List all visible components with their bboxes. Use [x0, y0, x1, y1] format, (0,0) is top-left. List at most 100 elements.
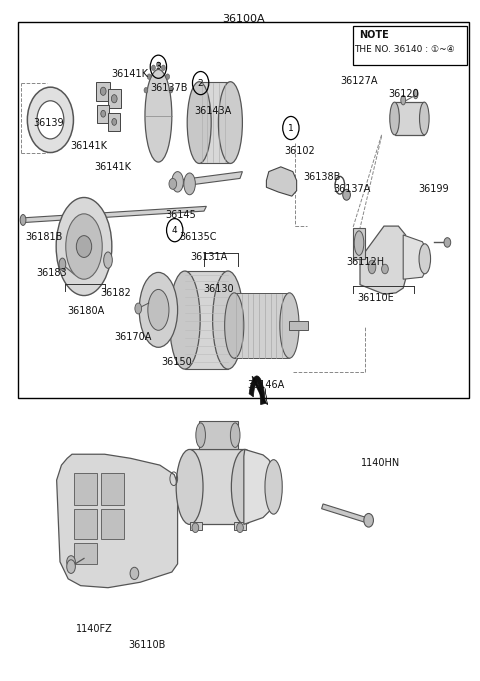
Text: 36137B: 36137B: [150, 83, 188, 93]
Text: 36170A: 36170A: [115, 332, 152, 343]
Bar: [234, 293, 289, 358]
Ellipse shape: [20, 215, 26, 225]
Ellipse shape: [66, 214, 102, 279]
Ellipse shape: [187, 82, 211, 163]
Ellipse shape: [343, 189, 350, 200]
Bar: [395, 102, 424, 135]
Bar: [190, 522, 202, 530]
Bar: [199, 82, 230, 163]
Ellipse shape: [112, 118, 117, 125]
Text: 4: 4: [172, 225, 178, 235]
Polygon shape: [403, 235, 425, 279]
Ellipse shape: [419, 244, 431, 274]
Ellipse shape: [280, 293, 299, 358]
Text: 36127A: 36127A: [340, 76, 378, 86]
Ellipse shape: [27, 87, 73, 153]
Text: 36131A: 36131A: [190, 252, 228, 262]
Polygon shape: [353, 228, 365, 259]
Polygon shape: [322, 504, 369, 523]
Ellipse shape: [192, 523, 199, 533]
Text: 36183: 36183: [36, 268, 67, 278]
Text: NOTE: NOTE: [359, 30, 389, 40]
Text: 36138B: 36138B: [303, 172, 340, 182]
Text: 36139: 36139: [34, 118, 64, 128]
Ellipse shape: [444, 238, 451, 247]
Ellipse shape: [172, 172, 183, 192]
Text: 36180A: 36180A: [68, 306, 105, 316]
Ellipse shape: [152, 65, 156, 71]
Bar: [101, 473, 124, 505]
Ellipse shape: [413, 89, 418, 99]
Ellipse shape: [354, 231, 364, 255]
Text: THE NO. 36140 : ①~④: THE NO. 36140 : ①~④: [354, 45, 455, 54]
Ellipse shape: [104, 252, 112, 268]
Text: 2: 2: [198, 78, 204, 88]
Polygon shape: [266, 167, 297, 196]
Ellipse shape: [139, 272, 178, 347]
Ellipse shape: [196, 423, 205, 447]
Bar: [74, 509, 97, 539]
Ellipse shape: [364, 513, 373, 527]
Bar: [97, 105, 109, 123]
Text: 36141K: 36141K: [94, 162, 132, 172]
Ellipse shape: [145, 69, 172, 162]
Polygon shape: [249, 376, 265, 405]
Ellipse shape: [111, 95, 117, 103]
Ellipse shape: [156, 62, 160, 67]
Ellipse shape: [56, 197, 112, 296]
Polygon shape: [57, 454, 178, 588]
Ellipse shape: [67, 556, 75, 568]
Bar: [185, 271, 228, 369]
Text: 36141K: 36141K: [70, 141, 108, 151]
Ellipse shape: [169, 88, 173, 93]
Ellipse shape: [368, 260, 376, 274]
Text: 36135C: 36135C: [179, 232, 216, 242]
Polygon shape: [173, 172, 242, 187]
Text: 36146A: 36146A: [247, 380, 285, 390]
Text: 36100A: 36100A: [222, 14, 264, 24]
Text: 1140HN: 1140HN: [360, 458, 400, 469]
Text: 36199: 36199: [418, 184, 449, 194]
Bar: [234, 522, 246, 530]
Text: 36102: 36102: [285, 146, 315, 157]
Bar: [96, 82, 110, 101]
Polygon shape: [244, 449, 274, 524]
Ellipse shape: [130, 567, 139, 580]
Bar: [74, 543, 97, 564]
Bar: [108, 113, 120, 131]
Ellipse shape: [169, 178, 177, 189]
Ellipse shape: [101, 110, 106, 117]
Ellipse shape: [67, 560, 75, 573]
Ellipse shape: [237, 523, 243, 533]
Ellipse shape: [100, 87, 106, 95]
Ellipse shape: [390, 102, 399, 135]
Text: 3: 3: [156, 62, 161, 72]
Ellipse shape: [231, 449, 258, 524]
Bar: [190, 449, 245, 524]
Bar: [101, 509, 124, 539]
Ellipse shape: [166, 74, 169, 80]
Text: 36150: 36150: [161, 357, 192, 367]
Text: 36181B: 36181B: [25, 232, 63, 242]
Bar: [289, 321, 308, 330]
Ellipse shape: [76, 236, 92, 257]
Text: 36137A: 36137A: [333, 184, 371, 194]
Ellipse shape: [382, 264, 388, 274]
Polygon shape: [360, 226, 406, 294]
Ellipse shape: [213, 271, 243, 369]
Bar: [199, 421, 238, 449]
Text: 36182: 36182: [100, 288, 131, 298]
Bar: [108, 89, 121, 108]
Text: 36141K: 36141K: [111, 69, 148, 80]
Ellipse shape: [184, 173, 195, 195]
Polygon shape: [22, 206, 206, 223]
Ellipse shape: [218, 82, 242, 163]
Bar: [353, 26, 467, 65]
Text: 36112H: 36112H: [347, 257, 385, 267]
Ellipse shape: [161, 65, 165, 71]
Ellipse shape: [144, 88, 148, 93]
Text: 36110E: 36110E: [358, 293, 394, 303]
Text: 1: 1: [288, 123, 294, 133]
Ellipse shape: [401, 95, 406, 105]
Ellipse shape: [59, 258, 66, 270]
